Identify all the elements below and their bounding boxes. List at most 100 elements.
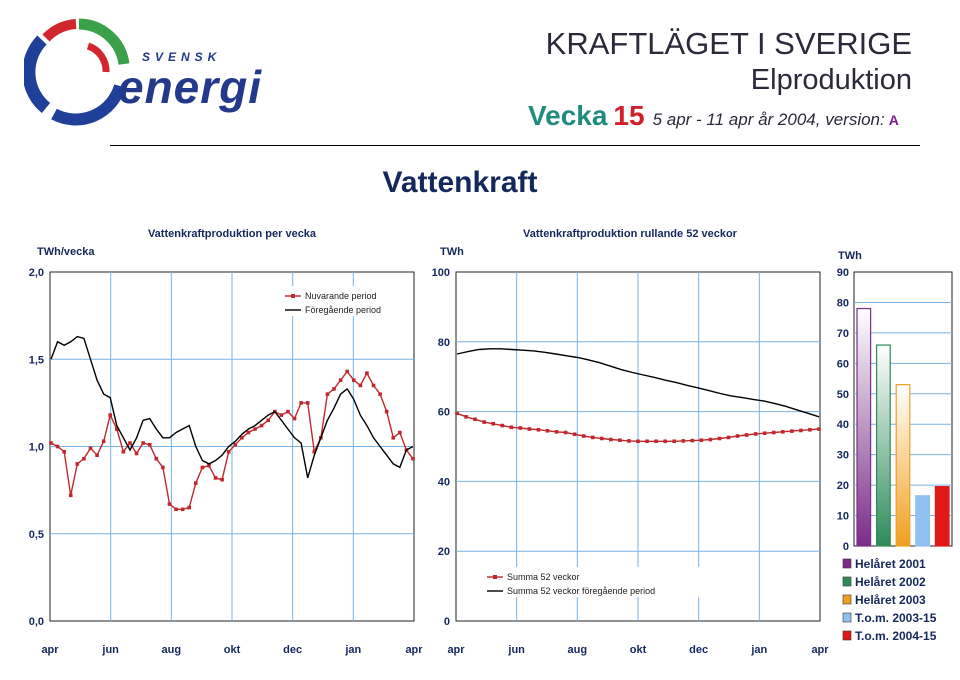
series-point xyxy=(600,436,604,441)
y-axis-label: TWh xyxy=(838,250,862,262)
version-label: A xyxy=(888,112,899,128)
series-point xyxy=(735,434,740,438)
y-tick-label: 80 xyxy=(438,337,450,349)
bar-3 xyxy=(895,384,911,547)
chart-title: Vattenkraftproduktion rullande 52 veckor xyxy=(523,228,738,240)
x-tick-label: apr xyxy=(447,644,465,656)
series-point xyxy=(491,422,495,426)
series-point xyxy=(253,427,257,431)
x-tick-label: aug xyxy=(568,644,588,656)
legend-marker xyxy=(493,575,497,579)
series-point xyxy=(147,442,152,447)
series-point xyxy=(141,441,145,445)
series-point xyxy=(554,430,559,434)
series-point xyxy=(226,449,231,454)
series-point xyxy=(699,438,704,443)
series-point xyxy=(220,477,224,482)
y-tick-label: 20 xyxy=(837,480,849,492)
x-tick-label: apr xyxy=(811,644,829,656)
series-point xyxy=(88,446,93,451)
legend-label: Föregående period xyxy=(305,305,381,315)
series-point xyxy=(121,449,126,454)
series-point xyxy=(781,430,785,434)
series-point xyxy=(464,415,468,419)
y-tick-label: 50 xyxy=(837,389,849,401)
series-point xyxy=(240,435,244,440)
bar-1 xyxy=(856,307,872,547)
series-point xyxy=(101,439,106,444)
series-point xyxy=(771,430,776,435)
report-title: KRAFTLÄGET I SVERIGE xyxy=(545,26,912,61)
series-point xyxy=(799,428,803,433)
series-point xyxy=(49,441,53,445)
week-dates: 5 apr - 11 apr år 2004, version: xyxy=(652,110,885,129)
y-axis-label: TWh/vecka xyxy=(37,246,95,258)
series-point xyxy=(187,505,192,510)
x-tick-label: apr xyxy=(405,644,423,656)
series-point xyxy=(817,427,821,431)
series-point xyxy=(527,427,532,431)
series-point xyxy=(312,449,317,454)
series-point xyxy=(62,449,66,454)
series-point xyxy=(411,456,415,461)
legend-swatch xyxy=(842,576,852,587)
series-point xyxy=(518,426,523,430)
series-point xyxy=(636,439,640,444)
series-point xyxy=(115,427,119,431)
legend-swatch xyxy=(842,594,852,605)
series-point xyxy=(581,434,586,438)
legend-label: Helåret 2003 xyxy=(855,593,926,607)
series-point xyxy=(55,444,60,449)
legend-label: Helåret 2002 xyxy=(855,575,926,589)
series-point xyxy=(808,427,812,432)
series-point xyxy=(365,371,369,376)
week-number: 15 xyxy=(613,100,645,131)
series-point xyxy=(473,417,477,422)
series-point xyxy=(384,409,389,414)
series-point xyxy=(509,425,514,430)
x-tick-label: jun xyxy=(507,644,525,656)
series-line-2 xyxy=(50,335,414,479)
y-tick-label: 30 xyxy=(837,450,849,462)
y-tick-label: 40 xyxy=(837,419,849,431)
series-point xyxy=(286,409,290,414)
legend-label: Summa 52 veckor xyxy=(507,572,580,582)
series-point xyxy=(500,423,505,428)
bar-5 xyxy=(934,486,950,547)
week-label: Vecka xyxy=(528,100,608,131)
series-point xyxy=(358,383,363,388)
y-tick-label: 40 xyxy=(438,476,450,488)
legend-swatch xyxy=(842,612,852,623)
series-point xyxy=(681,439,686,443)
series-point xyxy=(378,392,382,396)
brand-name: energi xyxy=(118,61,263,113)
legend-label: T.o.m. 2004-15 xyxy=(855,629,937,643)
x-tick-label: dec xyxy=(689,644,708,656)
y-tick-label: 0,5 xyxy=(29,529,44,541)
series-point xyxy=(180,507,185,512)
series-point xyxy=(572,432,577,437)
series-point xyxy=(762,431,767,436)
series-point xyxy=(482,420,486,424)
x-tick-label: jan xyxy=(750,644,767,656)
series-point xyxy=(627,439,631,443)
series-point xyxy=(391,435,396,440)
legend-label: Nuvarande period xyxy=(305,291,377,301)
series-point xyxy=(108,413,113,417)
y-tick-label: 70 xyxy=(837,328,849,340)
legend-box xyxy=(281,286,406,316)
series-point xyxy=(95,453,99,458)
series-line-2 xyxy=(456,348,820,418)
series-point xyxy=(213,476,218,480)
series-point xyxy=(299,401,303,405)
y-tick-label: 0,0 xyxy=(29,616,44,628)
series-point xyxy=(672,439,676,444)
bar-4 xyxy=(915,495,930,547)
series-point xyxy=(134,451,139,456)
y-tick-label: 2,0 xyxy=(29,267,44,279)
series-point xyxy=(194,481,198,485)
series-point xyxy=(717,436,722,441)
series-point xyxy=(744,433,749,437)
x-tick-label: aug xyxy=(162,644,182,656)
